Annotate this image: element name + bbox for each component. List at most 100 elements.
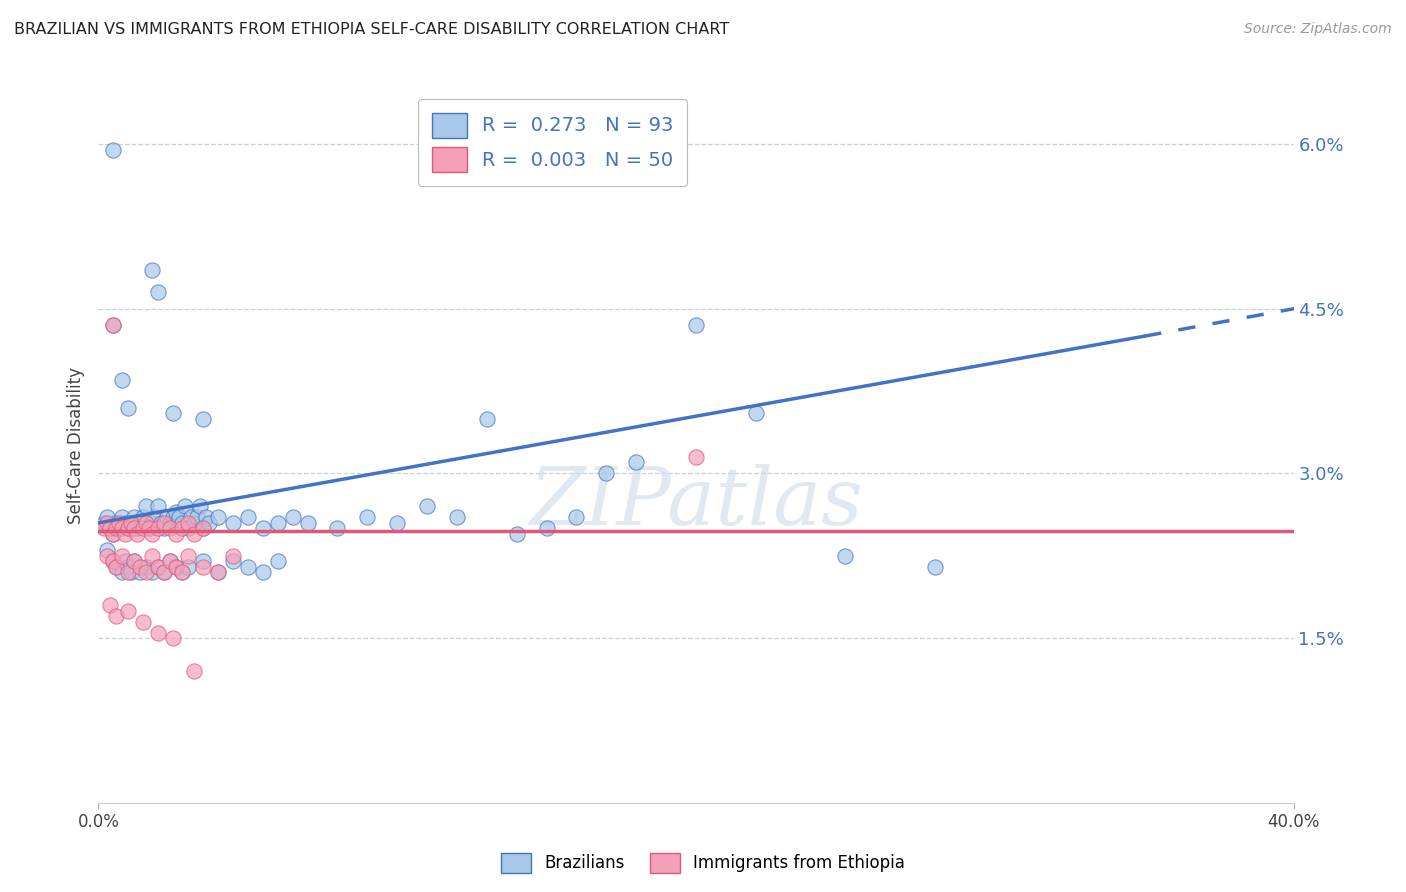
Point (326, 521, 349, 535)
Point (98, 521, 122, 535)
Point (117, 566, 139, 580)
Point (105, 521, 128, 535)
Point (162, 406, 184, 420)
Point (159, 554, 181, 568)
Y-axis label: Self-Care Disability: Self-Care Disability (66, 368, 84, 524)
Point (93, 516, 115, 530)
Point (446, 510, 468, 524)
Point (120, 516, 142, 530)
Point (135, 559, 157, 574)
Point (172, 566, 194, 580)
Point (135, 566, 157, 580)
Point (416, 500, 439, 514)
Point (143, 510, 166, 524)
Point (105, 609, 128, 624)
Point (138, 521, 160, 535)
Point (252, 521, 274, 535)
Point (129, 566, 152, 580)
Point (745, 406, 768, 420)
Legend: R =  0.273   N = 93, R =  0.003   N = 50: R = 0.273 N = 93, R = 0.003 N = 50 (418, 99, 688, 186)
Point (165, 559, 187, 574)
Point (96, 549, 118, 563)
Point (103, 526, 125, 541)
Point (132, 521, 155, 535)
Point (148, 285, 170, 300)
Point (207, 566, 229, 580)
Point (191, 554, 214, 568)
Point (188, 500, 211, 514)
Point (120, 566, 142, 580)
Point (191, 411, 214, 425)
Point (105, 516, 128, 530)
Point (114, 526, 136, 541)
Point (153, 521, 176, 535)
Point (96, 510, 118, 524)
Point (356, 510, 378, 524)
Point (103, 526, 125, 541)
Point (165, 505, 187, 519)
Point (191, 559, 214, 574)
Point (138, 521, 160, 535)
Point (103, 554, 125, 568)
Point (141, 516, 163, 530)
Point (191, 521, 214, 535)
Point (198, 516, 221, 530)
Point (167, 510, 190, 524)
Point (117, 559, 139, 574)
Point (172, 521, 194, 535)
Point (98, 521, 122, 535)
Point (281, 510, 304, 524)
Point (162, 510, 184, 524)
Point (172, 566, 194, 580)
Point (165, 559, 187, 574)
Point (222, 554, 245, 568)
Point (141, 526, 163, 541)
Point (172, 516, 194, 530)
Point (117, 401, 139, 415)
Point (96, 516, 118, 530)
Point (141, 566, 163, 580)
Point (117, 604, 139, 618)
Point (127, 521, 149, 535)
Point (153, 516, 176, 530)
Point (834, 549, 856, 563)
Point (117, 521, 139, 535)
Point (135, 500, 157, 514)
Point (132, 615, 155, 629)
Point (153, 566, 176, 580)
Point (148, 559, 170, 574)
Point (297, 516, 319, 530)
Point (124, 510, 146, 524)
Point (103, 143, 125, 157)
Point (129, 559, 152, 574)
Point (124, 554, 146, 568)
Point (156, 510, 179, 524)
Point (153, 566, 176, 580)
Point (536, 521, 558, 535)
Point (111, 549, 134, 563)
Point (626, 455, 648, 469)
Point (135, 516, 157, 530)
Point (565, 510, 588, 524)
Point (183, 526, 205, 541)
Point (236, 559, 259, 574)
Point (114, 516, 136, 530)
Point (177, 559, 200, 574)
Point (117, 521, 139, 535)
Point (180, 510, 202, 524)
Point (148, 521, 170, 535)
Text: ZIPatlas: ZIPatlas (529, 465, 863, 541)
Point (150, 516, 173, 530)
Point (165, 526, 187, 541)
Point (127, 526, 149, 541)
Point (159, 516, 181, 530)
Point (174, 500, 197, 514)
Point (108, 521, 131, 535)
Text: BRAZILIAN VS IMMIGRANTS FROM ETHIOPIA SELF-CARE DISABILITY CORRELATION CHART: BRAZILIAN VS IMMIGRANTS FROM ETHIOPIA SE… (14, 22, 730, 37)
Point (924, 559, 946, 574)
Point (207, 566, 229, 580)
Point (148, 625, 170, 640)
Point (177, 521, 200, 535)
Point (159, 554, 181, 568)
Point (222, 516, 245, 530)
